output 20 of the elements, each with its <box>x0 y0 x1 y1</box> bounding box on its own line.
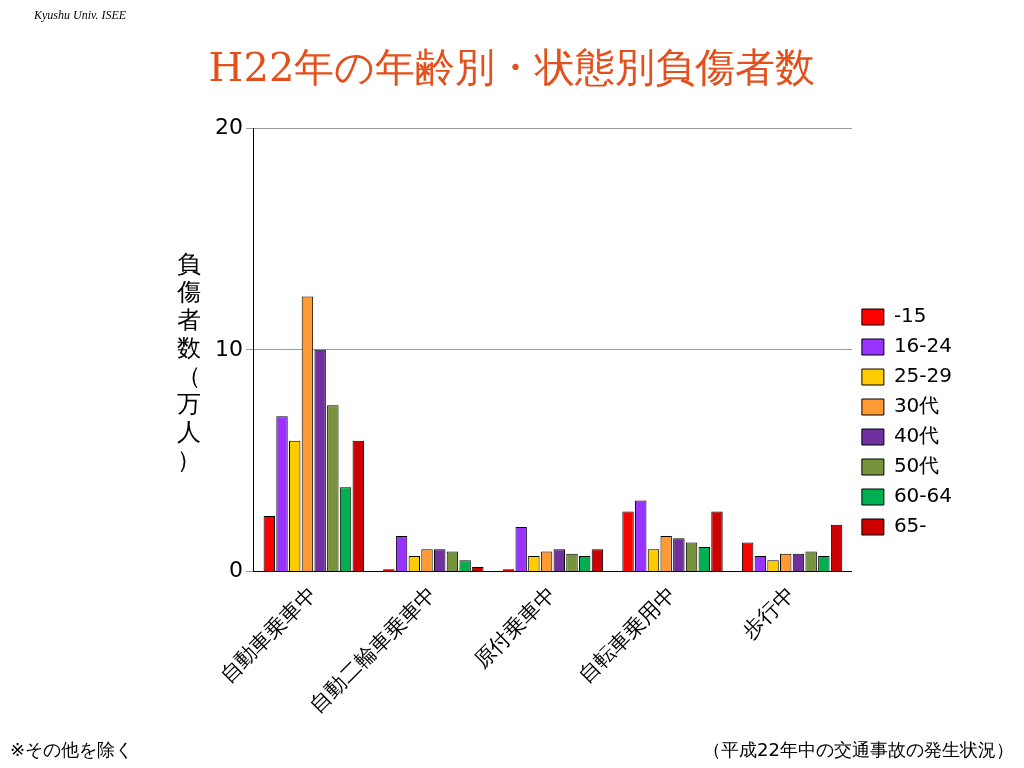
text: Kyushu Univ. ISEE <box>34 8 127 23</box>
y-tick-label: 0 <box>228 557 243 583</box>
text: （平成22年中の交通事故の発生状況） <box>703 738 1014 762</box>
y-tick-label: 20 <box>214 113 243 139</box>
legend-label: 60-64 <box>893 483 953 508</box>
x-tick-label: 自転車乗用中 <box>573 581 680 688</box>
legend-label: 16-24 <box>893 333 953 358</box>
legend-label: 65- <box>893 513 927 538</box>
legend-label: 50代 <box>893 453 940 478</box>
y-tick-label: 10 <box>214 335 243 361</box>
legend-label: 40代 <box>893 423 940 448</box>
text: ※その他を除く <box>10 738 134 762</box>
y-axis-title: 負傷者数（万人） <box>176 250 202 474</box>
legend-label: -15 <box>893 303 927 328</box>
legend-label: 25-29 <box>893 363 953 388</box>
chart-title: H22年の年齢別・状態別負傷者数 <box>207 43 817 92</box>
x-tick-label: 原付乗車中 <box>469 581 561 673</box>
x-tick-label: 自動車乗車中 <box>215 581 322 688</box>
x-tick-label: 歩行中 <box>737 581 800 644</box>
legend-label: 30代 <box>893 393 940 418</box>
